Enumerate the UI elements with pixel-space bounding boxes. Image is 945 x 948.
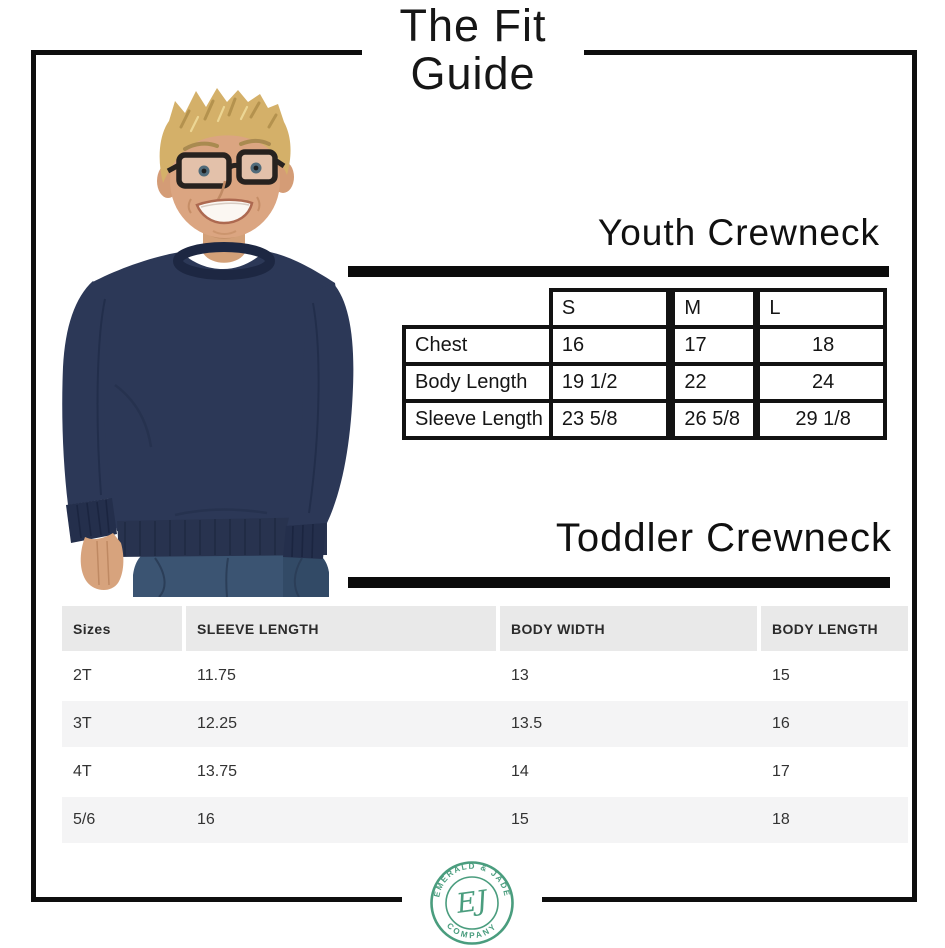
title-line-1: The Fit	[399, 0, 547, 51]
youth-heading: Youth Crewneck	[597, 212, 880, 253]
youth-size-table: S M L Chest 16 17 18 Body Length 19 1/2 …	[402, 288, 887, 440]
youth-cell: 22	[666, 362, 759, 403]
youth-table-corner	[404, 290, 551, 327]
toddler-cell: 15	[772, 667, 790, 684]
youth-row-label-chest: Chest	[402, 325, 553, 366]
youth-row-label-body-length: Body Length	[402, 362, 553, 403]
toddler-header-row: Sizes SLEEVE LENGTH BODY WIDTH BODY LENG…	[62, 606, 908, 651]
youth-cell: 16	[548, 325, 673, 366]
toddler-cell: 16	[197, 811, 215, 828]
toddler-cell: 18	[772, 811, 790, 828]
table-row: 2T 11.75 13 15	[62, 653, 908, 699]
toddler-cell: 13.5	[511, 715, 543, 732]
youth-cell: 29 1/8	[753, 399, 887, 440]
youth-cell: 24	[753, 362, 887, 403]
table-row: 4T 13.75 14 17	[62, 749, 908, 795]
table-row: Chest 16 17 18	[402, 325, 887, 366]
toddler-cell: 2T	[73, 667, 92, 684]
youth-divider-bar	[348, 266, 889, 277]
toddler-cell: 17	[772, 763, 790, 780]
toddler-cell: 3T	[73, 715, 92, 732]
youth-column-header-l: L	[753, 288, 887, 329]
table-row: Body Length 19 1/2 22 24	[402, 362, 887, 403]
logo-monogram: EJ	[454, 885, 492, 920]
toddler-column-header-sleeve-length: SLEEVE LENGTH	[186, 606, 496, 651]
toddler-column-header-body-width: BODY WIDTH	[500, 606, 757, 651]
toddler-heading: Toddler Crewneck	[555, 516, 892, 560]
page-title: The Fit Guide	[362, 0, 584, 106]
youth-cell: 19 1/2	[548, 362, 673, 403]
toddler-cell: 13	[511, 667, 529, 684]
toddler-cell: 4T	[73, 763, 92, 780]
toddler-cell: 14	[511, 763, 529, 780]
youth-cell: 17	[666, 325, 759, 366]
toddler-divider-bar	[348, 577, 890, 588]
toddler-size-table: Sizes SLEEVE LENGTH BODY WIDTH BODY LENG…	[62, 606, 908, 845]
toddler-cell: 13.75	[197, 763, 238, 780]
youth-row-label-sleeve-length: Sleeve Length	[402, 399, 553, 440]
brand-logo: EMERALD & JADE COMPANY EJ	[402, 854, 542, 945]
toddler-column-header-sizes: Sizes	[62, 606, 182, 651]
youth-column-header-s: S	[548, 288, 673, 329]
table-row: 5/6 16 15 18	[62, 797, 908, 843]
toddler-cell: 11.75	[197, 667, 236, 684]
youth-column-header-m: M	[666, 288, 759, 329]
title-line-2: Guide	[410, 48, 536, 99]
toddler-cell: 16	[772, 715, 790, 732]
emerald-jade-stamp-icon: EMERALD & JADE COMPANY EJ	[430, 861, 514, 945]
table-row: Sleeve Length 23 5/8 26 5/8 29 1/8	[402, 399, 887, 440]
toddler-cell: 12.25	[197, 715, 238, 732]
boy-photo-illustration	[62, 88, 354, 598]
toddler-cell: 15	[511, 811, 529, 828]
youth-cell: 18	[753, 325, 887, 366]
toddler-column-header-body-length: BODY LENGTH	[761, 606, 908, 651]
youth-cell: 23 5/8	[548, 399, 673, 440]
youth-cell: 26 5/8	[666, 399, 759, 440]
toddler-cell: 5/6	[73, 811, 96, 828]
boy-photo	[55, 85, 360, 598]
table-row: 3T 12.25 13.5 16	[62, 701, 908, 747]
